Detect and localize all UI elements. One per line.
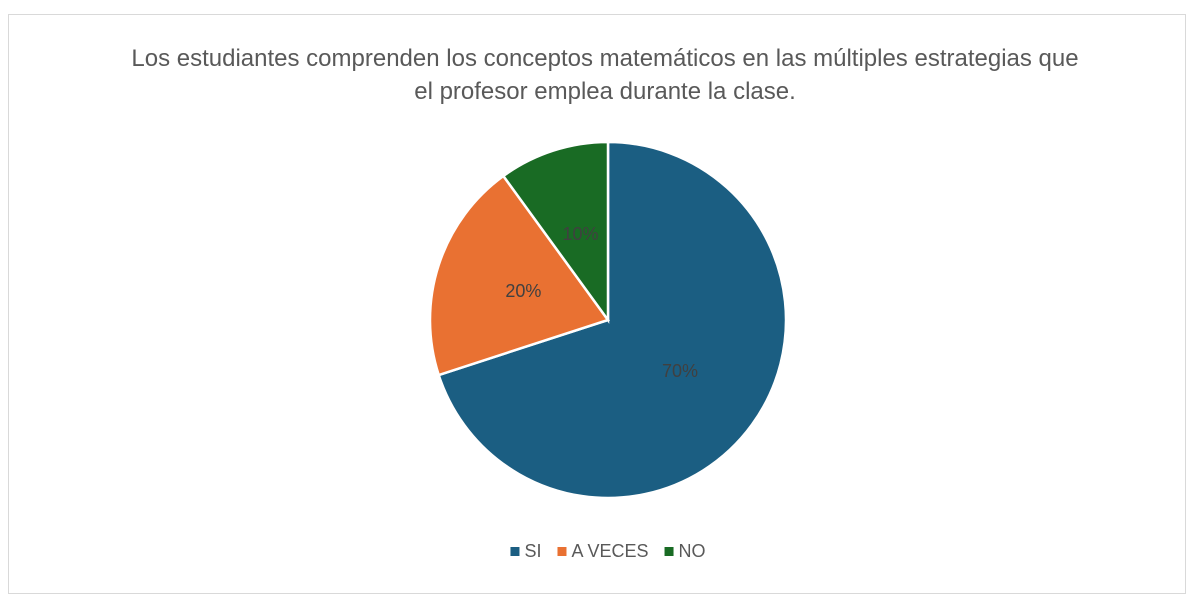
legend-label: SI <box>524 541 541 561</box>
legend-marker <box>557 547 567 556</box>
legend-label: A VECES <box>571 541 648 561</box>
chart-title: Los estudiantes comprenden los conceptos… <box>131 45 1079 105</box>
data-label: 70% <box>662 361 698 381</box>
data-label: 10% <box>562 224 598 244</box>
pie-slice <box>428 174 611 377</box>
legend-marker <box>510 547 520 556</box>
pie-slice <box>501 140 610 324</box>
legend-label: NO <box>679 541 706 561</box>
pie-slice <box>437 140 788 500</box>
data-label: 20% <box>505 281 541 301</box>
legend-marker <box>664 547 674 556</box>
